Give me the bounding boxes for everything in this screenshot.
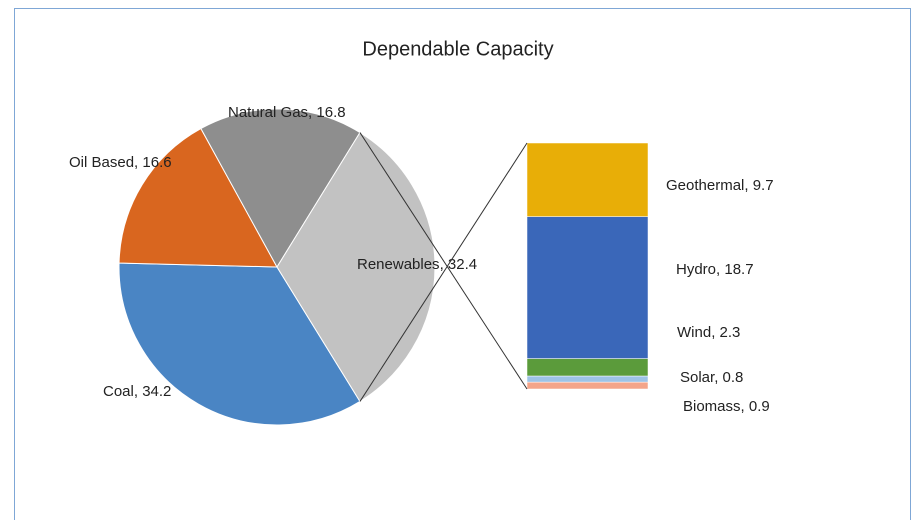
label-separator: , [440, 256, 448, 273]
label-separator: , [134, 154, 142, 171]
data-label: Natural Gas, 16.8 [228, 104, 346, 121]
bar-segment [526, 358, 649, 377]
bar-segment [526, 142, 649, 217]
data-label: Biomass, 0.9 [683, 398, 770, 415]
data-label: Geothermal, 9.7 [666, 177, 774, 194]
label-separator: , [741, 398, 749, 415]
connector-line [359, 142, 528, 402]
label-name: Natural Gas [228, 104, 308, 121]
data-label: Hydro, 18.7 [676, 261, 754, 278]
label-value: 0.9 [749, 398, 770, 415]
data-label: Coal, 34.2 [103, 383, 171, 400]
label-value: 2.3 [720, 324, 741, 341]
pie-slice [118, 262, 361, 426]
label-separator: , [711, 324, 719, 341]
label-separator: , [714, 369, 722, 386]
chart-title: Dependable Capacity [362, 38, 553, 60]
bar-segment [526, 381, 649, 390]
label-name: Renewables [357, 256, 440, 273]
pie-slice [200, 108, 361, 268]
pie-slice [118, 127, 278, 268]
connector-line [359, 132, 528, 390]
label-value: 34.2 [142, 383, 171, 400]
label-name: Solar [680, 369, 715, 386]
label-name: Wind [677, 324, 711, 341]
label-name: Coal [103, 383, 134, 400]
label-value: 18.7 [724, 261, 753, 278]
label-separator: , [716, 261, 724, 278]
data-label: Solar, 0.8 [680, 369, 743, 386]
label-separator: , [744, 177, 752, 194]
label-value: 16.6 [142, 154, 171, 171]
label-name: Oil Based [69, 154, 134, 171]
label-name: Hydro [676, 261, 716, 278]
data-label: Wind, 2.3 [677, 324, 740, 341]
bar-segment [526, 375, 649, 383]
label-value: 16.8 [316, 104, 345, 121]
label-value: 0.8 [723, 369, 744, 386]
data-label: Renewables, 32.4 [357, 256, 477, 273]
label-separator: , [134, 383, 142, 400]
bar-segment [526, 216, 649, 359]
data-label: Oil Based, 16.6 [69, 154, 172, 171]
label-separator: , [308, 104, 316, 121]
pie-slice [276, 131, 436, 403]
label-value: 32.4 [448, 256, 477, 273]
label-name: Geothermal [666, 177, 744, 194]
label-name: Biomass [683, 398, 741, 415]
label-value: 9.7 [753, 177, 774, 194]
